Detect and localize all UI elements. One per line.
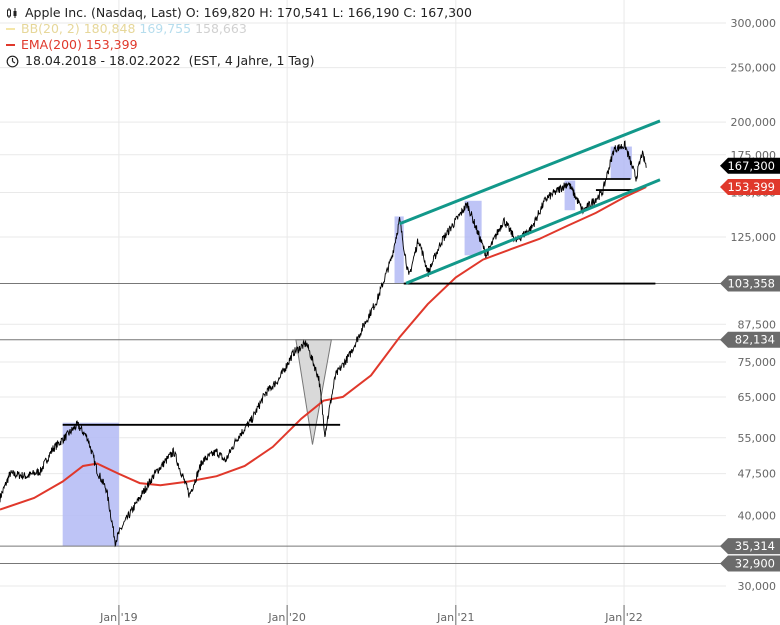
bb-swatch: [6, 28, 15, 30]
price-tags: 103,358 82,134 35,314 32,900 167,300 153,399: [720, 157, 780, 572]
bb-label: BB(20, 2): [21, 21, 80, 36]
close-value: C: 167,300: [403, 5, 472, 20]
y-tick-label: 200,000: [731, 116, 777, 129]
legend-row-bb: BB(20, 2) 180,848 169,755 158,663: [6, 21, 472, 37]
close-tag: 167,300: [727, 159, 775, 173]
bb-middle: 169,755: [139, 21, 192, 36]
ema-tag-bg: [720, 179, 780, 196]
y-tick-label: 300,000: [731, 17, 777, 30]
x-tick-label: Jan '21: [436, 611, 474, 624]
y-tick-label: 125,000: [731, 231, 777, 244]
highlight-box: [394, 216, 404, 284]
y-tick-label: 40,000: [738, 510, 777, 523]
highlight-box: [610, 146, 632, 180]
ema-swatch: [6, 44, 15, 46]
x-tick-label: Jan '22: [604, 611, 642, 624]
x-tick-label: Jan '20: [267, 611, 305, 624]
support-resistance-lines: [62, 178, 656, 426]
bb-upper: 180,848: [83, 21, 136, 36]
trend-channel: [399, 119, 661, 285]
close-tag-bg: [720, 157, 780, 174]
x-axis-labels: Jan '19 Jan '20 Jan '21 Jan '22: [99, 605, 643, 625]
y-tick-label: 87,500: [738, 318, 777, 331]
highlight-box: [464, 200, 482, 256]
level-tag-bg: [720, 331, 780, 348]
level-tag: 32,900: [735, 556, 775, 570]
channel-line: [399, 119, 661, 226]
instrument-title: Apple Inc. (Nasdaq, Last): [25, 5, 182, 20]
channel-line: [405, 178, 661, 285]
y-tick-label: 55,000: [738, 432, 777, 445]
legend-row-price: Apple Inc. (Nasdaq, Last) O: 169,820 H: …: [6, 5, 472, 21]
y-tick-label: 47,500: [738, 468, 777, 481]
y-tick-label: 75,000: [738, 356, 777, 369]
level-tag-bg: [720, 555, 780, 572]
x-tick-label: Jan '19: [99, 611, 137, 624]
level-tag: 103,358: [727, 277, 775, 291]
clock-icon: [6, 55, 19, 67]
ema-label: EMA(200): [21, 37, 82, 52]
price-line: [0, 140, 647, 548]
ema-series: [0, 186, 647, 511]
ema-tag: 153,399: [727, 180, 775, 194]
ema-value: 153,399: [85, 37, 138, 52]
level-tag: 82,134: [735, 333, 775, 347]
candlestick-icon: [7, 8, 17, 18]
ema-line: [0, 186, 647, 511]
level-tag: 35,314: [735, 539, 775, 553]
chart-legend: Apple Inc. (Nasdaq, Last) O: 169,820 H: …: [6, 5, 472, 69]
legend-row-range: 18.04.2018 - 18.02.2022 (EST, 4 Jahre, 1…: [6, 53, 472, 69]
high-value: H: 170,541: [259, 5, 329, 20]
level-tag-bg: [720, 275, 780, 292]
highlight-box: [62, 422, 119, 547]
y-tick-label: 65,000: [738, 391, 777, 404]
legend-row-ema: EMA(200) 153,399: [6, 37, 472, 53]
low-value: L: 166,190: [332, 5, 400, 20]
price-series: [0, 140, 647, 548]
bb-lower: 158,663: [195, 21, 247, 36]
level-tag-bg: [720, 538, 780, 555]
highlight-boxes: [62, 146, 632, 547]
range-note: (EST, 4 Jahre, 1 Tag): [188, 53, 315, 68]
date-range: 18.04.2018 - 18.02.2022: [25, 53, 181, 68]
y-axis-labels: 300,000250,000200,000175,000150,000125,0…: [731, 17, 777, 593]
highlight-box: [564, 180, 576, 211]
open-value: O: 169,820: [185, 5, 256, 20]
y-tick-label: 30,000: [738, 580, 777, 593]
y-tick-label: 250,000: [731, 62, 777, 75]
